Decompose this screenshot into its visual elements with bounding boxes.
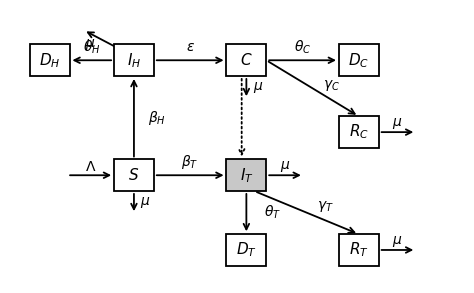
- Text: $\theta_T$: $\theta_T$: [264, 204, 281, 221]
- Bar: [339, 234, 379, 266]
- Bar: [30, 45, 70, 76]
- Text: $\gamma_C$: $\gamma_C$: [323, 78, 340, 93]
- Text: $\mu$: $\mu$: [392, 234, 402, 249]
- Text: $\mu$: $\mu$: [253, 80, 263, 95]
- Text: $\Lambda$: $\Lambda$: [85, 160, 96, 174]
- Bar: [227, 159, 266, 191]
- Text: $\mu$: $\mu$: [280, 159, 290, 174]
- Text: $D_T$: $D_T$: [236, 241, 257, 259]
- Text: $I_T$: $I_T$: [239, 166, 253, 185]
- Bar: [227, 45, 266, 76]
- Text: $I_H$: $I_H$: [127, 51, 141, 70]
- Text: $\theta_C$: $\theta_C$: [294, 39, 311, 56]
- Text: $\beta_H$: $\beta_H$: [148, 109, 166, 127]
- Text: $\mu$: $\mu$: [85, 37, 96, 52]
- Bar: [339, 116, 379, 148]
- Text: $D_H$: $D_H$: [39, 51, 60, 70]
- Text: $\theta_H$: $\theta_H$: [83, 39, 100, 56]
- Text: $\mu$: $\mu$: [392, 116, 402, 131]
- Text: $\gamma_T$: $\gamma_T$: [317, 199, 334, 214]
- Text: $R_C$: $R_C$: [349, 123, 369, 142]
- Text: $R_T$: $R_T$: [349, 241, 369, 259]
- Text: $C$: $C$: [240, 52, 253, 68]
- Text: $\mu$: $\mu$: [140, 195, 151, 210]
- Text: $D_C$: $D_C$: [348, 51, 369, 70]
- Text: $S$: $S$: [128, 167, 139, 183]
- Bar: [114, 45, 154, 76]
- Text: $\varepsilon$: $\varepsilon$: [186, 40, 195, 54]
- Text: $\beta_T$: $\beta_T$: [182, 153, 199, 171]
- Bar: [227, 234, 266, 266]
- Bar: [339, 45, 379, 76]
- Bar: [114, 159, 154, 191]
